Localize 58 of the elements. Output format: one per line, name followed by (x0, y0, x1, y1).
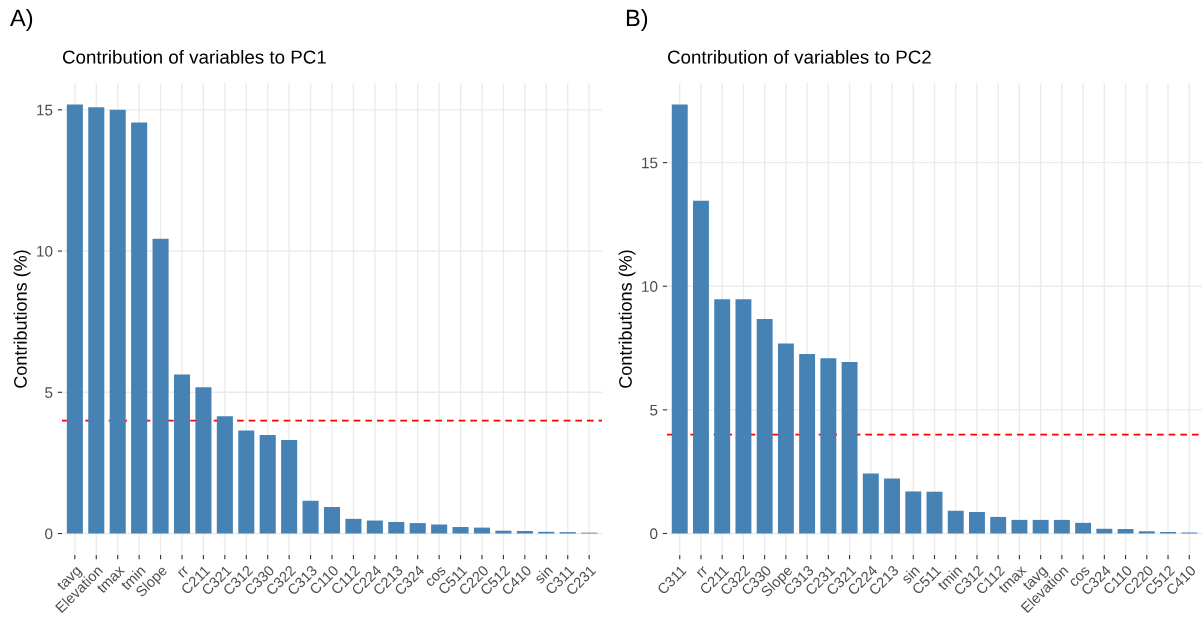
bar (947, 510, 964, 534)
bar (131, 122, 148, 534)
bar (735, 299, 752, 534)
text: A) (10, 9, 33, 31)
bar (366, 520, 383, 534)
bar (714, 299, 731, 534)
y-tick-label: 10 (642, 281, 658, 292)
bar (516, 530, 533, 534)
bar (905, 491, 922, 534)
bar (388, 521, 405, 534)
bar (884, 478, 900, 534)
bar (452, 527, 469, 534)
bar (259, 434, 276, 534)
bar (1032, 519, 1049, 534)
bar (820, 358, 837, 534)
bar (238, 430, 255, 534)
bar (88, 107, 105, 534)
bar (990, 516, 1007, 534)
bar (862, 473, 879, 534)
bar (693, 200, 709, 534)
bar (473, 527, 491, 534)
text: B) (626, 9, 648, 31)
bar (281, 440, 298, 534)
bar (1011, 519, 1028, 534)
y-tick-label: 10 (37, 245, 53, 257)
bar (756, 318, 773, 534)
bar (969, 511, 985, 534)
bar (495, 530, 512, 534)
chart-title: Contribution of variables to PC1 (62, 49, 326, 64)
bar (409, 523, 426, 534)
bar (323, 506, 341, 534)
bar (152, 238, 169, 534)
y-tick-label: 15 (37, 104, 53, 116)
chart-title: Contribution of variables to PC2 (667, 49, 931, 64)
bar (777, 343, 794, 534)
bar (799, 353, 816, 534)
y-tick-label: 5 (650, 404, 658, 416)
bar (173, 374, 191, 534)
bar (1117, 529, 1134, 534)
y-tick-label: 5 (45, 387, 53, 398)
bar (1138, 531, 1155, 534)
y-tick-label: 0 (650, 528, 658, 540)
bar (671, 104, 688, 534)
y-tick-label: 15 (642, 157, 658, 169)
bar (431, 524, 448, 534)
y-axis-title: Contributions (%) (13, 250, 31, 388)
bar (66, 104, 83, 534)
y-axis-title: Contributions (%) (618, 250, 636, 388)
y-tick-label: 0 (45, 528, 53, 540)
bar (926, 491, 943, 534)
bar (302, 500, 319, 534)
bar (345, 518, 362, 534)
bar (109, 109, 126, 534)
bar (841, 361, 858, 534)
bar (1075, 522, 1092, 534)
bar (195, 387, 212, 534)
bar (216, 416, 233, 534)
bar (1053, 519, 1070, 534)
